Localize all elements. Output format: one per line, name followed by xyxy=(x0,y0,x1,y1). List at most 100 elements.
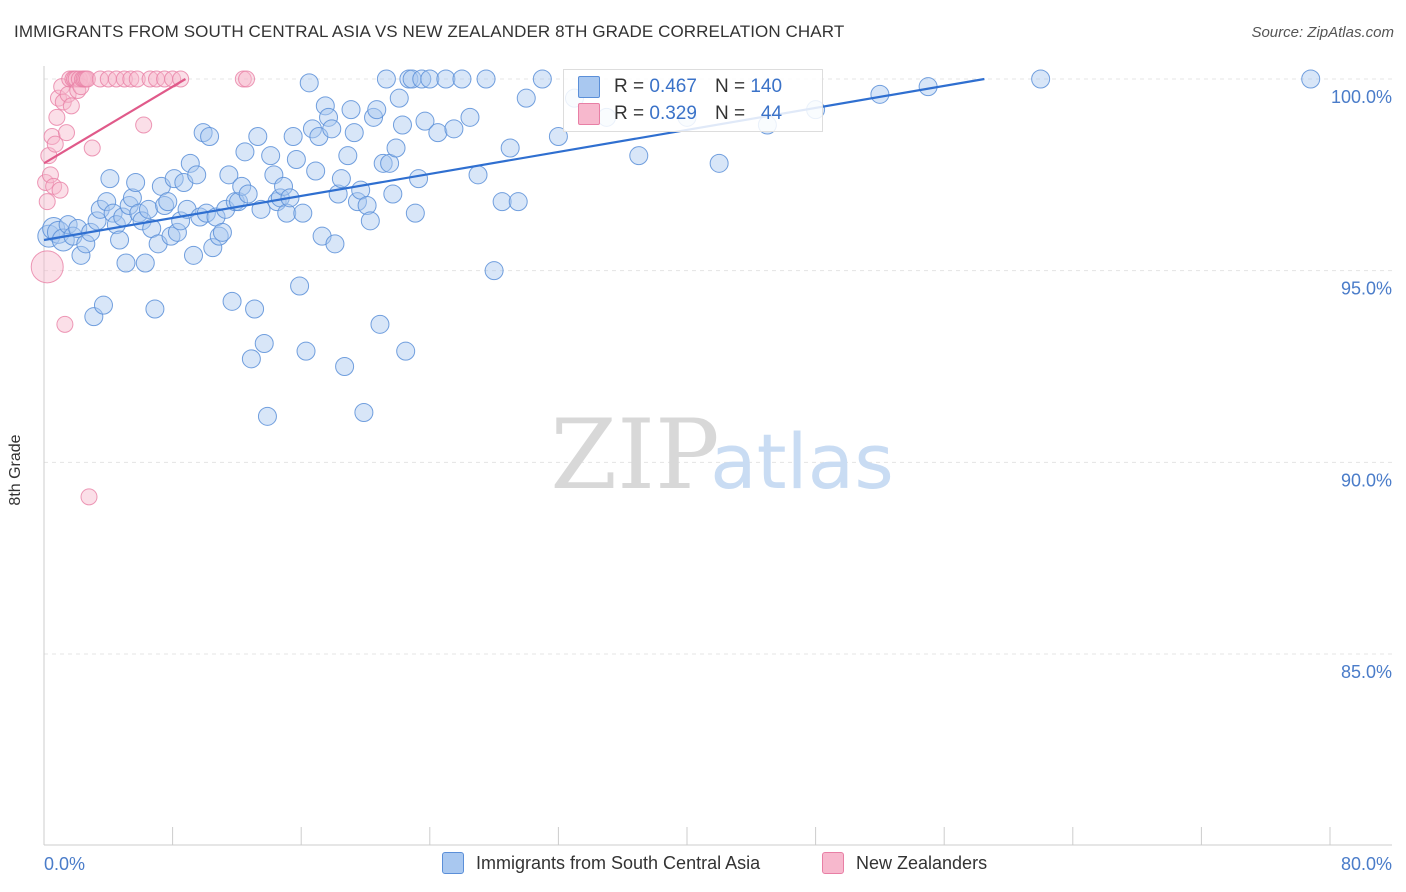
legend-label: Immigrants from South Central Asia xyxy=(476,852,761,873)
data-point xyxy=(58,215,78,235)
data-point xyxy=(376,69,396,89)
trend-line-pink xyxy=(43,78,187,165)
data-point xyxy=(261,146,281,166)
data-point xyxy=(335,357,355,376)
data-point xyxy=(238,70,256,88)
data-point xyxy=(1031,69,1051,89)
data-point xyxy=(103,203,123,223)
data-point xyxy=(51,181,69,199)
stats-n-label: N = xyxy=(714,76,746,97)
data-point xyxy=(203,238,223,258)
data-point xyxy=(90,199,110,219)
data-point xyxy=(315,96,335,116)
correlation-stats-box: R = 0.467 N = 140 R = 0.329 N = 44 xyxy=(563,69,823,132)
data-point xyxy=(468,165,488,185)
stats-r-label: R = xyxy=(614,76,645,97)
data-point xyxy=(709,153,729,173)
stats-r-label: R = xyxy=(614,103,645,124)
data-point xyxy=(97,192,117,212)
stats-r-value: 0.329 xyxy=(649,103,697,124)
data-point xyxy=(460,107,480,127)
y-tick-label: 100.0% xyxy=(1331,87,1392,107)
data-point xyxy=(238,184,258,204)
watermark-atlas: atlas xyxy=(710,417,894,506)
data-point xyxy=(415,111,435,131)
data-point xyxy=(532,69,552,89)
y-tick-label: 95.0% xyxy=(1341,279,1392,299)
data-point xyxy=(183,245,203,265)
y-tick-label: 90.0% xyxy=(1341,470,1392,490)
data-point xyxy=(290,276,310,296)
data-point xyxy=(338,146,358,166)
data-point xyxy=(248,127,268,146)
data-point xyxy=(296,341,316,361)
data-point xyxy=(277,203,297,223)
stats-swatch-pink xyxy=(578,103,600,125)
data-point xyxy=(274,176,294,196)
data-point xyxy=(212,222,232,242)
data-point xyxy=(180,153,200,173)
data-point xyxy=(293,203,313,223)
data-point xyxy=(484,261,504,281)
x-tick-label: 80.0% xyxy=(1341,854,1392,874)
stats-swatch-blue xyxy=(578,76,600,98)
data-point xyxy=(452,69,472,89)
data-point xyxy=(392,115,412,135)
data-point xyxy=(71,245,91,265)
data-point xyxy=(128,70,146,88)
stats-n-label: N = xyxy=(714,103,746,124)
data-point xyxy=(299,73,319,93)
stats-r-value: 0.467 xyxy=(649,76,697,97)
data-point xyxy=(76,234,96,254)
data-point xyxy=(145,299,165,319)
watermark: ZIP atlas xyxy=(550,399,893,511)
data-point xyxy=(257,406,277,426)
data-point xyxy=(344,123,364,143)
data-point xyxy=(164,169,184,189)
legend-item-south-central-asia: Immigrants from South Central Asia xyxy=(442,852,760,874)
data-point xyxy=(232,176,252,196)
data-point xyxy=(405,203,425,223)
series-new-zealanders-points xyxy=(30,70,256,506)
data-point xyxy=(373,153,393,173)
data-point xyxy=(306,161,326,181)
data-point xyxy=(322,119,342,139)
data-point xyxy=(58,124,76,142)
legend-swatch-pink xyxy=(822,852,844,874)
data-point xyxy=(235,142,255,162)
x-tick-labels: 0.0% 80.0% xyxy=(44,854,1392,874)
data-point xyxy=(444,119,464,139)
data-point xyxy=(870,84,890,104)
data-point xyxy=(357,196,377,215)
x-tick-label: 0.0% xyxy=(44,854,85,874)
legend-label: New Zealanders xyxy=(856,852,988,873)
data-point xyxy=(116,253,136,273)
data-point xyxy=(241,349,261,369)
data-point xyxy=(135,253,155,273)
data-point xyxy=(135,116,153,134)
data-point xyxy=(115,70,133,88)
data-point xyxy=(319,107,339,127)
y-tick-labels: 85.0% 90.0% 95.0% 100.0% xyxy=(1331,87,1392,682)
data-point xyxy=(436,69,456,89)
data-point xyxy=(420,69,440,89)
data-point xyxy=(167,222,187,242)
data-point xyxy=(78,70,96,88)
data-point xyxy=(360,211,380,231)
data-point xyxy=(476,69,496,89)
data-point xyxy=(119,196,139,215)
data-point xyxy=(331,169,351,189)
data-point xyxy=(100,169,120,189)
data-point xyxy=(409,169,429,189)
data-point xyxy=(110,230,130,250)
stats-n-value: 140 xyxy=(750,76,783,97)
data-point xyxy=(370,314,390,334)
data-point xyxy=(155,196,175,215)
data-point xyxy=(158,192,178,212)
data-point xyxy=(48,108,66,126)
data-point xyxy=(383,184,403,204)
grid-lines xyxy=(44,78,1392,655)
data-point xyxy=(62,97,80,115)
data-point xyxy=(80,488,98,506)
